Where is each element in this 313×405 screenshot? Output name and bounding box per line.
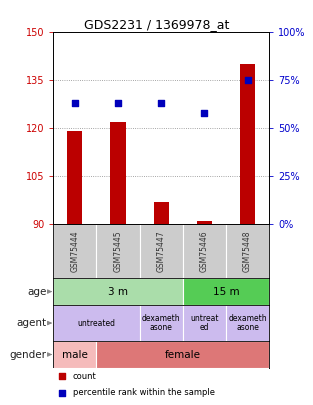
Text: 15 m: 15 m (213, 287, 239, 296)
Text: GSM75444: GSM75444 (70, 230, 79, 272)
Point (59, 390, 64, 396)
Bar (183, 224, 226, 278)
Point (72, 100, 77, 107)
Point (115, 100, 121, 107)
Bar (183, 305, 226, 341)
Bar (53, 305, 140, 341)
Bar (96, 341, 269, 368)
Bar (183, 278, 269, 305)
Text: age: age (27, 287, 47, 296)
Bar (140, 224, 183, 278)
Bar (226, 305, 269, 341)
Text: percentile rank within the sample: percentile rank within the sample (73, 388, 215, 397)
Text: dexameth
asone: dexameth asone (142, 314, 181, 333)
Text: GDS2231 / 1369978_at: GDS2231 / 1369978_at (84, 18, 229, 31)
Text: dexameth
asone: dexameth asone (228, 314, 267, 333)
Bar (197, 221, 212, 224)
Text: male: male (62, 350, 88, 360)
Bar (96, 224, 140, 278)
Text: untreat
ed: untreat ed (190, 314, 219, 333)
Bar (240, 64, 255, 224)
Text: GSM75448: GSM75448 (243, 230, 252, 272)
Text: female: female (165, 350, 201, 360)
Point (245, 77, 250, 83)
Bar (67, 132, 82, 224)
Point (202, 110, 207, 116)
Bar (53, 278, 183, 305)
Point (159, 100, 164, 107)
Bar (53, 224, 96, 278)
Bar (110, 122, 126, 224)
Bar (140, 305, 183, 341)
Text: GSM75446: GSM75446 (200, 230, 209, 272)
Bar (53, 341, 96, 368)
Text: GSM75445: GSM75445 (114, 230, 122, 272)
Text: count: count (73, 372, 96, 381)
Text: GSM75447: GSM75447 (157, 230, 166, 272)
Bar (154, 202, 169, 224)
Text: untreated: untreated (77, 319, 115, 328)
Bar (226, 224, 269, 278)
Text: gender: gender (10, 350, 47, 360)
Text: agent: agent (17, 318, 47, 328)
Point (59, 373, 64, 379)
Text: 3 m: 3 m (108, 287, 128, 296)
